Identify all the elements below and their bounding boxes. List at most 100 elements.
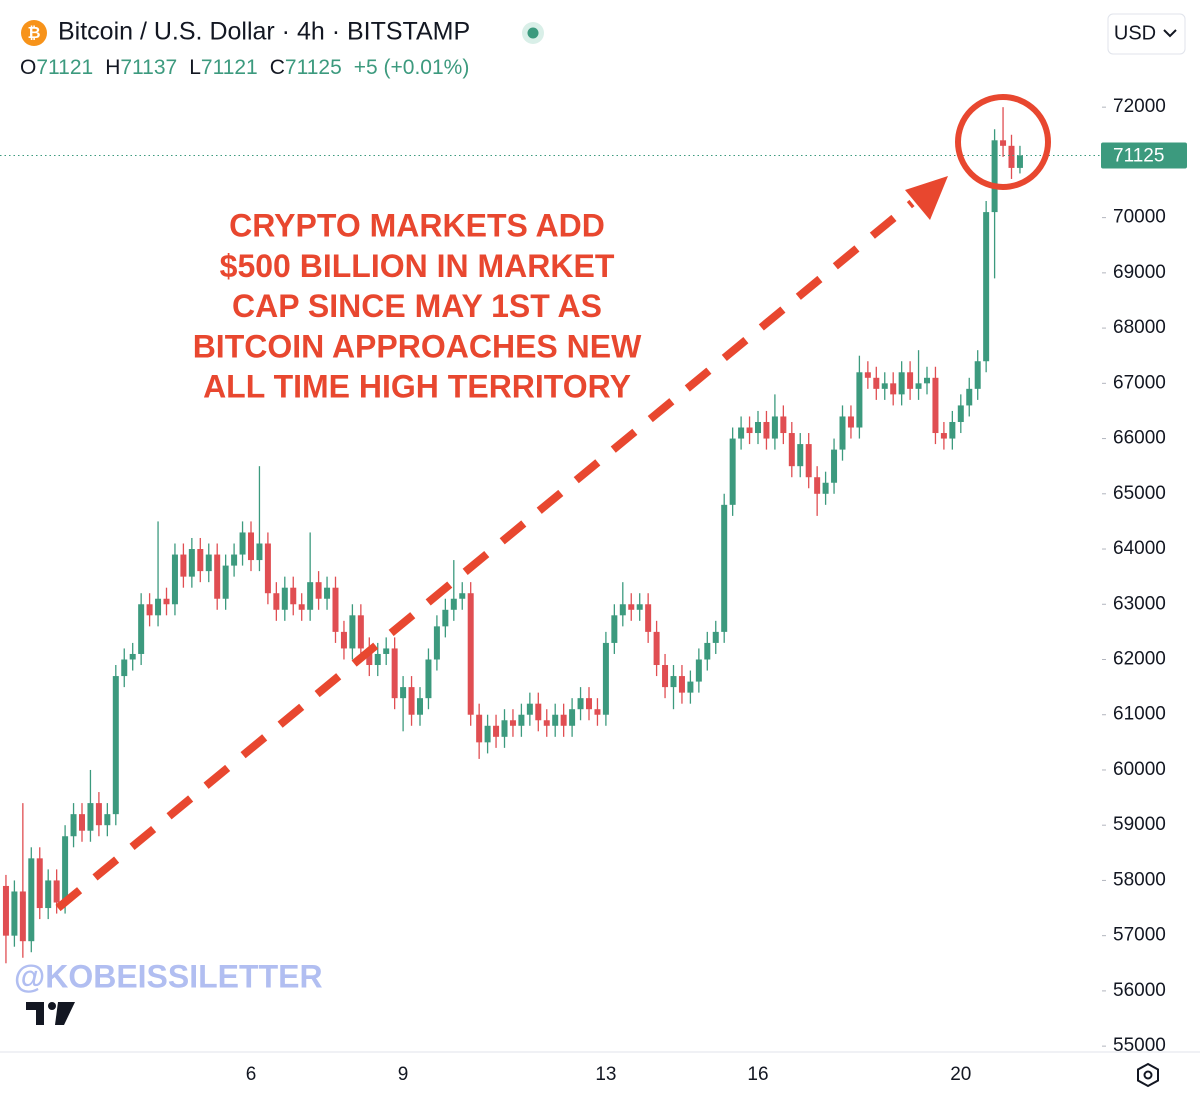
candle-body bbox=[1016, 155, 1023, 168]
y-tick-label: 69000 bbox=[1113, 262, 1166, 283]
annotation-line: $500 BILLION IN MARKET bbox=[220, 248, 615, 284]
candle-body bbox=[586, 698, 592, 710]
y-axis: 55000 56000 57000 58000 59000 60000 61000 62000… bbox=[1102, 96, 1166, 1052]
candle-body bbox=[171, 554, 178, 605]
highlight-circle bbox=[955, 94, 1051, 190]
candle-body bbox=[205, 554, 212, 572]
candle-body bbox=[543, 720, 550, 726]
candle-body bbox=[805, 444, 812, 478]
last-price-box bbox=[1101, 142, 1187, 169]
candle-body bbox=[890, 383, 897, 395]
candle-body bbox=[357, 615, 364, 649]
ohlc-label: O bbox=[20, 56, 36, 79]
annotation-line: CRYPTO MARKETS ADD bbox=[229, 207, 605, 243]
candle-body bbox=[636, 604, 643, 610]
candle-body bbox=[755, 421, 761, 434]
candle-body bbox=[121, 659, 128, 677]
candle-body bbox=[391, 648, 398, 699]
candle-body bbox=[231, 554, 238, 566]
candle-body bbox=[628, 604, 635, 610]
candle-body bbox=[881, 383, 888, 389]
ohlc-value: 71137 bbox=[120, 56, 177, 79]
candle-body bbox=[915, 383, 922, 389]
candle-body bbox=[281, 587, 288, 610]
candle-body bbox=[1000, 140, 1007, 146]
candle-body bbox=[188, 549, 195, 577]
candle-body bbox=[79, 814, 85, 831]
candle-body bbox=[248, 532, 254, 561]
candle-body bbox=[53, 880, 60, 903]
y-tick-label: 67000 bbox=[1113, 372, 1166, 393]
watermark: @KOBEISSILETTER bbox=[14, 958, 323, 994]
y-tick-label: 65000 bbox=[1113, 483, 1166, 504]
currency-button[interactable] bbox=[1107, 13, 1186, 55]
candle-body bbox=[864, 372, 871, 378]
x-tick-label: 20 bbox=[950, 1064, 971, 1085]
y-tick-label: 63000 bbox=[1113, 593, 1166, 614]
ohlc-change: +5 (+0.01%) bbox=[354, 56, 470, 79]
candle-body bbox=[763, 421, 770, 439]
candle-body bbox=[450, 598, 457, 610]
candle-body bbox=[146, 604, 153, 616]
candle-body bbox=[856, 372, 863, 428]
candle-body bbox=[560, 714, 567, 726]
candle-body bbox=[36, 858, 43, 909]
candle-body bbox=[2, 885, 9, 936]
candle-body bbox=[788, 433, 795, 467]
candle-body bbox=[340, 631, 347, 649]
candle-body bbox=[577, 698, 584, 710]
candle-body bbox=[324, 587, 331, 599]
x-tick-label: 9 bbox=[398, 1064, 409, 1085]
candle-body bbox=[180, 554, 187, 577]
candle-body bbox=[924, 377, 930, 384]
annotation-line: BITCOIN APPROACHES NEW bbox=[193, 328, 642, 364]
candle-body bbox=[687, 681, 694, 693]
candle-body bbox=[569, 709, 576, 726]
candle-body bbox=[949, 421, 956, 439]
candle-body bbox=[112, 676, 119, 815]
annotation: CRYPTO MARKETS ADD $500 BILLION IN MARKET… bbox=[193, 207, 642, 404]
y-tick-label: 58000 bbox=[1113, 869, 1166, 890]
settings-icon[interactable] bbox=[1137, 1062, 1159, 1088]
trend-arrow-head bbox=[905, 176, 948, 220]
candle-body bbox=[484, 725, 491, 743]
chart-title: Bitcoin / U.S. Dollar · 4h · BITSTAMP bbox=[58, 18, 470, 46]
candle-body bbox=[932, 377, 939, 434]
y-tick-label: 56000 bbox=[1113, 980, 1166, 1001]
candle-body bbox=[62, 836, 69, 903]
ohlc-value: 71121 bbox=[201, 56, 258, 79]
candle-body bbox=[839, 416, 846, 450]
candle-body bbox=[974, 361, 981, 389]
candle-body bbox=[662, 665, 669, 688]
candle-body bbox=[822, 482, 829, 494]
y-tick-label: 64000 bbox=[1113, 538, 1166, 559]
candle-body bbox=[332, 587, 339, 632]
candle-body bbox=[383, 648, 390, 654]
candle-body bbox=[594, 709, 601, 715]
candle-body bbox=[307, 582, 314, 610]
candle-body bbox=[847, 416, 854, 428]
x-tick-label: 16 bbox=[747, 1064, 768, 1085]
candle-body bbox=[957, 405, 964, 422]
candle-body bbox=[264, 543, 271, 594]
candle-body bbox=[653, 631, 660, 666]
candle-body bbox=[87, 803, 94, 831]
candle-body bbox=[239, 532, 246, 555]
candle-body bbox=[873, 377, 880, 389]
candle-body bbox=[738, 427, 745, 439]
annotation-line: CAP SINCE MAY 1ST AS bbox=[232, 288, 602, 324]
candle-body bbox=[11, 891, 18, 936]
candle-body bbox=[493, 725, 500, 737]
y-tick-label: 70000 bbox=[1113, 207, 1166, 228]
candle-body bbox=[273, 593, 280, 610]
candle-body bbox=[602, 642, 609, 715]
y-tick-label: 60000 bbox=[1113, 759, 1166, 780]
bitcoin-glyph: ₿ bbox=[27, 24, 40, 42]
candle-body bbox=[197, 549, 204, 572]
candle-body bbox=[163, 598, 170, 605]
currency-label[interactable]: USD bbox=[1114, 22, 1156, 44]
candle-body bbox=[70, 814, 77, 837]
x-tick-label: 6 bbox=[246, 1064, 257, 1085]
candle-body bbox=[509, 720, 516, 726]
